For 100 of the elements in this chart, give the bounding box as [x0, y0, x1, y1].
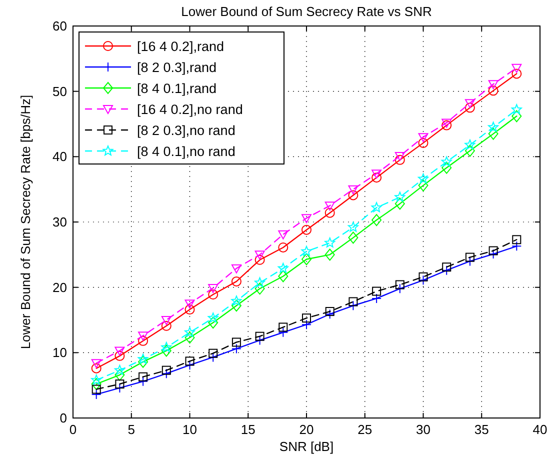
- point: [278, 322, 288, 332]
- point: [208, 290, 218, 300]
- point: [464, 99, 475, 108]
- point: [394, 154, 405, 165]
- point: [488, 249, 498, 260]
- point: [418, 179, 428, 192]
- point: [302, 320, 312, 330]
- point: [372, 170, 382, 179]
- point: [254, 277, 266, 288]
- x-axis-title: SNR [dB]: [279, 439, 334, 454]
- y-axis-title: Lower Bound of Sum Secrecy Rate [bps/Hz]: [18, 94, 33, 350]
- point: [442, 262, 452, 272]
- point: [372, 172, 382, 183]
- point: [138, 336, 148, 346]
- point: [324, 248, 335, 261]
- point: [348, 190, 358, 200]
- point: [301, 246, 312, 256]
- x-tick-label: 25: [358, 422, 372, 437]
- point: [441, 156, 452, 166]
- point: [512, 64, 522, 73]
- point: [138, 332, 148, 341]
- point: [184, 326, 196, 337]
- legend-label: [8 4 0.1],rand: [137, 81, 217, 96]
- point: [278, 327, 288, 338]
- point: [231, 296, 242, 306]
- point: [464, 102, 475, 113]
- point: [512, 68, 522, 79]
- point: [464, 144, 475, 157]
- point: [464, 256, 475, 266]
- point: [324, 309, 335, 320]
- point: [512, 235, 522, 244]
- point: [302, 214, 312, 224]
- point: [418, 133, 428, 142]
- point: [184, 304, 195, 315]
- point: [488, 128, 498, 140]
- point: [511, 104, 522, 114]
- legend-label: [8 4 0.1],no rand: [137, 144, 236, 159]
- point: [278, 242, 288, 252]
- point: [418, 272, 428, 282]
- point: [208, 352, 218, 362]
- point: [348, 232, 358, 244]
- legend-label: [8 2 0.3],no rand: [137, 123, 236, 138]
- point: [371, 202, 382, 212]
- point: [92, 384, 101, 394]
- point: [302, 314, 311, 323]
- point: [231, 344, 242, 354]
- point: [372, 293, 382, 304]
- point: [465, 252, 474, 262]
- point: [138, 356, 148, 368]
- x-tick-label: 15: [240, 422, 256, 437]
- y-tick-label: 10: [52, 345, 67, 360]
- point: [208, 316, 218, 329]
- point: [278, 230, 288, 240]
- point: [114, 368, 125, 381]
- point: [231, 300, 242, 312]
- point: [512, 241, 522, 252]
- x-tick-label: 10: [182, 422, 197, 437]
- point: [138, 354, 148, 364]
- point: [114, 350, 125, 361]
- point: [231, 264, 242, 274]
- x-tick-label: 20: [299, 422, 314, 437]
- point: [442, 162, 452, 174]
- point: [348, 185, 358, 194]
- x-tick-label: 35: [474, 422, 489, 437]
- point: [278, 270, 288, 282]
- point: [231, 276, 242, 286]
- point: [442, 118, 452, 128]
- point: [208, 312, 218, 323]
- point: [512, 110, 522, 122]
- point: [324, 202, 335, 211]
- point: [302, 253, 312, 266]
- y-tick-label: 50: [52, 84, 67, 99]
- point: [464, 139, 476, 150]
- point: [394, 192, 406, 202]
- x-tick-label: 0: [69, 422, 77, 437]
- x-tick-label: 5: [128, 422, 135, 437]
- point: [394, 152, 405, 162]
- point: [138, 376, 148, 386]
- point: [372, 214, 382, 226]
- point: [418, 275, 428, 286]
- point: [115, 380, 124, 389]
- point: [161, 368, 172, 379]
- point: [325, 307, 334, 316]
- legend-label: [16 4 0.2],rand: [137, 39, 224, 54]
- x-tick-label: 40: [532, 422, 548, 437]
- point: [488, 246, 498, 256]
- point: [161, 316, 172, 325]
- point: [91, 374, 102, 385]
- point: [254, 254, 265, 265]
- point: [91, 389, 102, 400]
- x-tick-label: 30: [416, 422, 430, 437]
- point: [161, 342, 172, 352]
- legend-label: [16 4 0.2],no rand: [137, 102, 243, 117]
- point: [395, 280, 404, 290]
- point: [161, 320, 172, 331]
- point: [324, 208, 335, 218]
- point: [184, 332, 195, 344]
- point: [208, 284, 218, 293]
- point: [254, 282, 265, 295]
- legend-label: [8 2 0.3],rand: [137, 60, 217, 75]
